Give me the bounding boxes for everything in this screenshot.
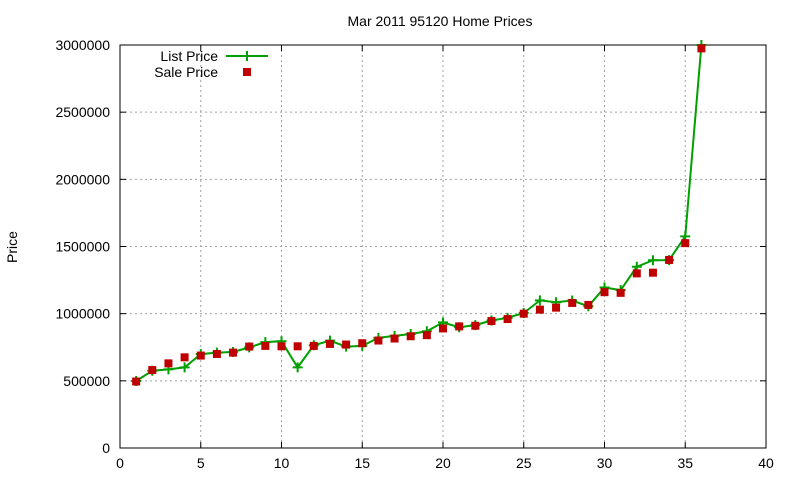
x-tick-label: 15 xyxy=(354,455,370,471)
y-tick-label: 1500000 xyxy=(55,239,110,255)
data-point xyxy=(229,348,238,357)
data-point xyxy=(277,342,286,351)
data-point xyxy=(422,331,431,340)
x-tick-label: 25 xyxy=(516,455,532,471)
data-point xyxy=(180,353,189,362)
y-tick-label: 1000000 xyxy=(55,306,110,322)
legend-marker xyxy=(243,68,251,76)
x-tick-label: 40 xyxy=(758,455,774,471)
data-point xyxy=(665,255,674,264)
data-point xyxy=(568,298,577,307)
data-point xyxy=(292,362,303,373)
plus-marker xyxy=(534,295,545,306)
data-point xyxy=(439,324,447,333)
x-tick-label: 30 xyxy=(597,455,613,471)
data-point xyxy=(487,317,496,326)
data-point xyxy=(584,300,593,309)
data-point xyxy=(196,351,205,360)
data-point xyxy=(132,377,141,386)
data-point xyxy=(245,342,254,351)
data-point xyxy=(212,349,221,358)
plus-marker xyxy=(179,362,190,373)
data-point xyxy=(455,322,464,331)
data-point xyxy=(406,332,415,341)
data-point xyxy=(179,362,190,373)
data-point xyxy=(342,340,351,349)
y-tick-label: 3000000 xyxy=(55,37,110,53)
data-point xyxy=(534,295,545,306)
data-point xyxy=(552,303,561,312)
data-point xyxy=(519,309,528,318)
data-point xyxy=(261,341,270,350)
data-point xyxy=(648,268,657,277)
y-tick-label: 500000 xyxy=(63,373,110,389)
x-tick-label: 20 xyxy=(435,455,451,471)
legend-label: Sale Price xyxy=(154,64,218,80)
data-point xyxy=(535,305,544,314)
legend-marker xyxy=(242,51,252,61)
plus-marker xyxy=(292,362,303,373)
data-point xyxy=(293,342,302,351)
data-point xyxy=(390,334,399,343)
data-point xyxy=(681,239,690,248)
x-tick-label: 0 xyxy=(116,455,124,471)
series-sale-price xyxy=(132,44,706,386)
data-point xyxy=(309,341,318,350)
data-point xyxy=(647,255,658,266)
data-point xyxy=(148,366,157,375)
data-point xyxy=(632,269,641,278)
grid xyxy=(120,45,766,448)
y-tick-label: 0 xyxy=(102,440,110,456)
y-tick-label: 2000000 xyxy=(55,171,110,187)
data-point xyxy=(616,288,625,297)
data-point xyxy=(503,315,512,324)
y-axis-label: Price xyxy=(4,231,20,263)
series-line xyxy=(135,44,703,382)
data-point xyxy=(358,339,367,348)
y-tick-label: 2500000 xyxy=(55,104,110,120)
data-point xyxy=(600,288,609,297)
data-point xyxy=(325,339,334,348)
series-list-price xyxy=(131,40,707,386)
axes: 0 5 10 15 20 25 30 35 40 0 500000 1000000 1500000 200… xyxy=(55,37,774,471)
plus-marker xyxy=(647,255,658,266)
data-point xyxy=(164,359,173,368)
x-tick-label: 5 xyxy=(197,455,205,471)
legend-label: List Price xyxy=(160,48,218,64)
plot-area xyxy=(131,40,707,386)
data-point xyxy=(374,336,383,345)
chart-title: Mar 2011 95120 Home Prices xyxy=(348,13,533,29)
x-tick-label: 35 xyxy=(677,455,693,471)
x-tick-label: 10 xyxy=(274,455,290,471)
data-point xyxy=(697,44,706,53)
data-point xyxy=(471,321,480,330)
